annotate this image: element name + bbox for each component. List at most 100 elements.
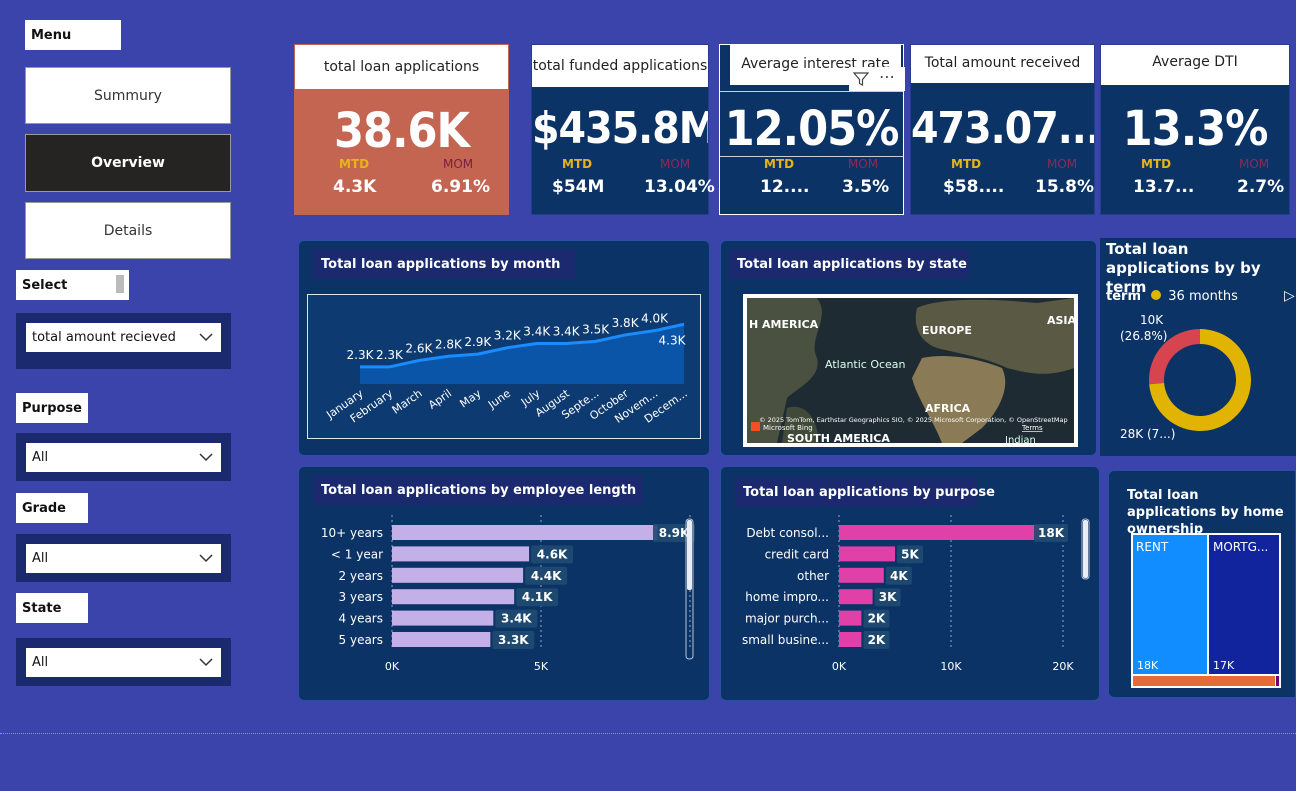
kpi-mtd-label: MTD	[1141, 157, 1172, 171]
bar-category-label: Debt consol...	[746, 526, 829, 540]
bar-data-label: 3.3K	[498, 633, 529, 647]
bar-category-label: 3 years	[339, 590, 383, 604]
state-dropdown[interactable]: All	[26, 648, 221, 677]
data-label-bg	[516, 588, 559, 607]
map-terms-link[interactable]: Terms	[1021, 424, 1043, 432]
term-donut-chart[interactable]: 10K (26.8%) 28K (7...)	[1100, 306, 1296, 456]
treemap-tile-other[interactable]	[1133, 676, 1275, 686]
kpi-mom-value: 3.5%	[842, 177, 890, 197]
scrollbar	[685, 518, 694, 660]
month-data-label: 3.2K	[494, 329, 522, 343]
donut-label-value: 28K (7...)	[1120, 427, 1175, 441]
kpi-value: $435.8M	[532, 103, 708, 154]
bar-data-label: 5K	[901, 547, 919, 561]
treemap-tile-own[interactable]	[1276, 676, 1279, 686]
map-frame[interactable]: H AMERICA EUROPE ASIA Atlantic Ocean AFR…	[743, 294, 1078, 447]
bar	[392, 567, 524, 583]
state-slicer: All	[16, 638, 231, 686]
world-map[interactable]: H AMERICA EUROPE ASIA Atlantic Ocean AFR…	[747, 298, 1074, 443]
kpi-mom-value: 15.8%	[1035, 177, 1094, 197]
donut-label-value: 10K	[1140, 313, 1164, 327]
purpose-dropdown[interactable]: All	[26, 443, 221, 472]
bar-category-label: 5 years	[339, 633, 383, 647]
donut-slice	[1149, 329, 1251, 431]
more-options-icon[interactable]: ⋯	[879, 67, 895, 86]
month-chart[interactable]: 2.3KJanuary2.3KFebruary2.6KMarch2.8KApri…	[307, 294, 701, 439]
menu-label: Menu	[25, 20, 121, 50]
kpi-mom-label: MOM	[848, 157, 879, 171]
select-dropdown[interactable]: total amount recieved	[26, 323, 221, 352]
data-label-bg	[885, 566, 912, 585]
grade-slicer: All	[16, 534, 231, 582]
kpi-mtd-value: $54M	[552, 177, 605, 197]
state-map-title: Total loan applications by state	[729, 249, 969, 279]
home-chart-panel[interactable]: Total loan applications by home ownershi…	[1108, 470, 1296, 698]
home-chart-title: Total loan applications by home ownershi…	[1127, 488, 1284, 537]
term-legend-item[interactable]: 36 months	[1168, 289, 1238, 304]
treemap-tile-mortgage[interactable]: MORTG... 17K	[1209, 535, 1279, 674]
data-label-bg	[492, 631, 535, 649]
legend-next-icon[interactable]: ▷	[1284, 288, 1295, 304]
kpi-title: Average DTI	[1101, 45, 1289, 85]
chevron-down-icon	[199, 554, 213, 563]
map-label-south-america: SOUTH AMERICA	[787, 432, 890, 443]
nav-summury-button[interactable]: Summury	[25, 67, 231, 124]
treemap-tile-value: 18K	[1137, 659, 1159, 672]
purpose-chart-title: Total loan applications by purpose	[735, 477, 995, 507]
data-label-bg	[874, 588, 901, 607]
state-map-panel[interactable]: Total loan applications by state H AMERI…	[720, 240, 1097, 456]
donut-slice	[1149, 329, 1200, 385]
month-line	[360, 322, 685, 369]
donut-label-pct: (26.8%)	[1120, 329, 1167, 343]
purpose-chart-panel[interactable]: Total loan applications by purpose Debt …	[720, 466, 1100, 701]
axis-tick-label: 0K	[385, 660, 400, 673]
purpose-dropdown-value: All	[32, 450, 49, 465]
bar-data-label: 2K	[868, 612, 886, 626]
axis-tick-label: 5K	[534, 660, 549, 673]
map-label-indian: Indian	[1005, 435, 1036, 443]
data-label-bg	[897, 545, 923, 564]
bar-category-label: home impro...	[745, 590, 829, 604]
bar-data-label: 2K	[868, 633, 886, 647]
bar	[839, 610, 862, 626]
map-label-africa: AFRICA	[925, 402, 971, 415]
emp-chart-panel[interactable]: Total loan applications by employee leng…	[298, 466, 710, 701]
data-label-bg	[1034, 524, 1068, 542]
emp-chart-title: Total loan applications by employee leng…	[313, 475, 643, 505]
purpose-slicer-label: Purpose	[16, 393, 88, 423]
state-dropdown-value: All	[32, 655, 49, 670]
month-data-label: 2.8K	[435, 337, 463, 351]
nav-overview-button[interactable]: Overview	[25, 134, 231, 192]
treemap-tile-rent[interactable]: RENT 18K	[1133, 535, 1207, 674]
kpi-average-interest-rate[interactable]: Average interest rate ⋯ 12.05% MTD MOM 1…	[719, 44, 905, 215]
axis-tick-label: 10K	[940, 660, 962, 673]
scrollbar-thumb	[687, 520, 692, 590]
filter-icon[interactable]	[853, 71, 869, 87]
treemap[interactable]: RENT 18K MORTG... 17K	[1131, 533, 1281, 688]
kpi-mom-label: MOM	[1239, 157, 1270, 171]
nav-details-button[interactable]: Details	[25, 202, 231, 259]
month-tick-label: April	[426, 387, 454, 412]
chevron-down-icon	[199, 658, 213, 667]
month-area	[360, 324, 684, 384]
purpose-chart[interactable]: Debt consol... 18K credit card 5K other 4K hom…	[721, 515, 1097, 695]
scrollbar	[1081, 518, 1090, 580]
kpi-total-funded-applications[interactable]: total funded applications $435.8M MTD MO…	[531, 44, 715, 215]
visual-selection-outline	[720, 91, 903, 157]
kpi-value: 13.3%	[1122, 101, 1269, 157]
map-label-america: H AMERICA	[749, 318, 819, 331]
month-data-label: 2.3K	[376, 348, 404, 362]
kpi-total-amount-received[interactable]: Total amount received 473.07... MTD MOM …	[910, 44, 1095, 215]
chevron-down-icon	[199, 333, 213, 342]
grade-dropdown[interactable]: All	[26, 544, 221, 573]
kpi-mtd-value: 13.7...	[1133, 177, 1195, 197]
bar-category-label: major purch...	[745, 612, 829, 626]
kpi-total-loan-applications[interactable]: total loan applications 38.6K MTD MOM 4.…	[294, 44, 509, 215]
term-chart-panel[interactable]: Total loan applications by by term term …	[1100, 238, 1296, 456]
kpi-average-dti[interactable]: Average DTI 13.3% MTD MOM 13.7... 2.7%	[1100, 44, 1290, 215]
month-data-label: 4.3K	[659, 333, 687, 347]
bar-data-label: 4.4K	[531, 569, 562, 583]
emp-length-chart[interactable]: 10+ years 8.9K < 1 year 4.6K 2 years 4.4K 3 ye…	[303, 515, 703, 695]
kpi-value: 473.07...	[911, 103, 1094, 154]
month-chart-panel[interactable]: Total loan applications by month 2.3K Jan…	[298, 240, 710, 456]
